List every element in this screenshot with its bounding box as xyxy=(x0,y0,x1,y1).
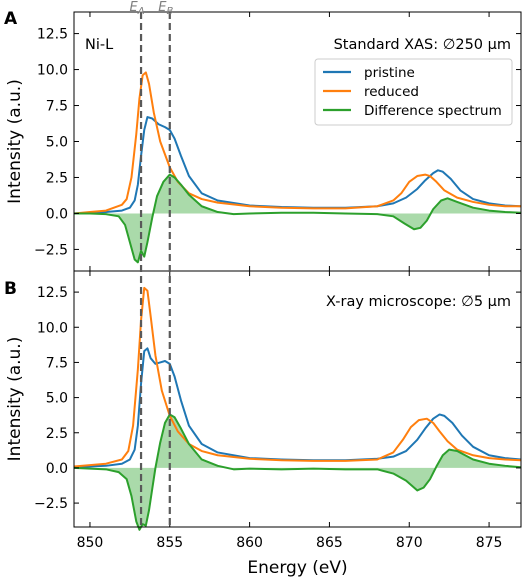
panel-letter: A xyxy=(4,9,18,29)
x-tick-label: 865 xyxy=(316,535,343,551)
y-axis-label: Intensity (a.u.) xyxy=(5,337,25,462)
y-tick-label: 2.5 xyxy=(46,170,68,186)
x-tick-label: 850 xyxy=(77,535,104,551)
panel-a: A −2.5 0.0 2.5 5.0 7.5 10.0 12.5 Intensity (a.u.… xyxy=(4,9,522,272)
legend-label-reduced: reduced xyxy=(364,84,419,100)
series-line-difference-spectrum xyxy=(73,413,522,531)
y-tick-label: 10.0 xyxy=(37,63,68,79)
axes-frame xyxy=(73,270,522,528)
legend-label-difference-spectrum: Difference spectrum xyxy=(364,103,502,119)
y-tick-label: 0.0 xyxy=(46,206,68,222)
measurement-mode-label: X-ray microscope: ∅5 μm xyxy=(326,294,511,310)
measurement-mode-label: Standard XAS: ∅250 μm xyxy=(334,37,511,53)
energy-marker-label-e-b: EB xyxy=(158,0,173,17)
panel-b: B −2.5 0.0 2.5 5.0 7.5 10.0 12.5 850 855 860 865 870… xyxy=(4,270,522,578)
series-line-pristine xyxy=(73,116,522,215)
y-tick-label: 12.5 xyxy=(37,27,68,43)
y-tick-label: 7.5 xyxy=(46,355,68,371)
x-tick-label: 860 xyxy=(236,535,263,551)
energy-marker-label-e-a: EA xyxy=(130,0,145,17)
y-tick-label: −2.5 xyxy=(34,242,68,258)
x-tick-label: 855 xyxy=(156,535,183,551)
difference-fill-area xyxy=(74,174,521,263)
series-line-reduced xyxy=(73,286,522,468)
y-tick-label: 5.0 xyxy=(46,391,68,407)
y-tick-label: 7.5 xyxy=(46,99,68,115)
energy-markers: EA EB xyxy=(130,0,173,527)
y-tick-label: 0.0 xyxy=(46,461,68,477)
difference-fill-area xyxy=(74,414,521,530)
y-tick-label: 5.0 xyxy=(46,135,68,151)
series-line-pristine xyxy=(73,347,522,469)
x-tick-label: 870 xyxy=(396,535,423,551)
legend-box xyxy=(314,58,513,126)
y-tick-label: 2.5 xyxy=(46,426,68,442)
element-edge-label: Ni-L xyxy=(85,37,113,53)
legend: pristine reduced Difference spectrum xyxy=(314,58,513,126)
panel-letter: B xyxy=(4,279,17,299)
y-tick-label: 12.5 xyxy=(37,285,68,301)
legend-label-pristine: pristine xyxy=(364,65,415,81)
y-tick-label: 10.0 xyxy=(37,320,68,336)
y-axis-label: Intensity (a.u.) xyxy=(5,79,25,204)
x-tick-label: 875 xyxy=(476,535,503,551)
series-line-reduced xyxy=(73,71,521,215)
y-tick-label: −2.5 xyxy=(34,496,68,512)
series-line-difference-spectrum xyxy=(74,173,522,264)
x-axis-label: Energy (eV) xyxy=(247,558,347,578)
